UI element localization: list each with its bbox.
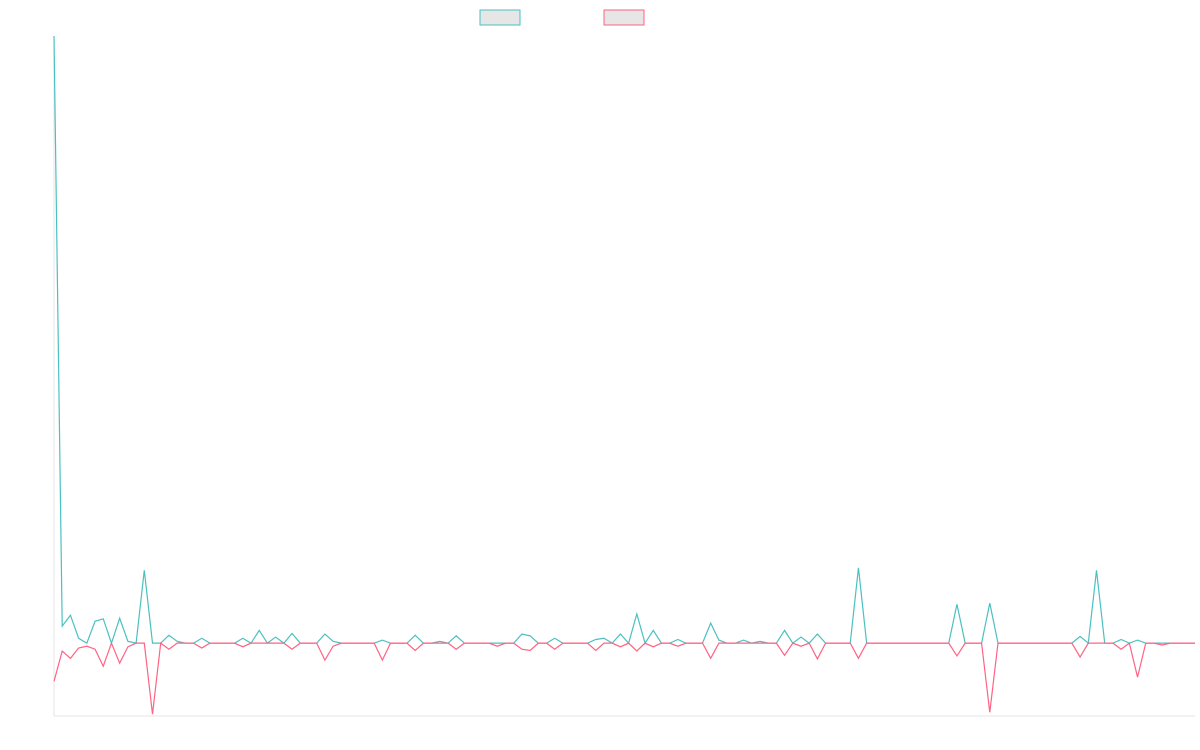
- series-line: [53, 641, 1195, 715]
- legend-swatch: [603, 9, 645, 26]
- series-line: [53, 35, 1195, 646]
- legend-swatch: [479, 9, 521, 26]
